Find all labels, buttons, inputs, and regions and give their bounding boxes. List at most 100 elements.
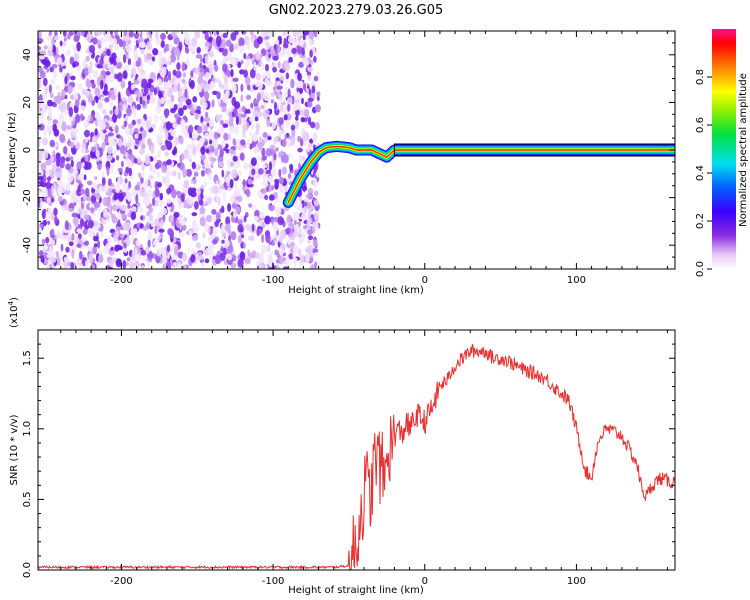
- noise-speck: [239, 251, 246, 261]
- noise-speck: [61, 101, 67, 111]
- noise-speck: [214, 131, 218, 140]
- noise-speck: [242, 242, 246, 249]
- noise-speck: [167, 55, 172, 66]
- noise-speck: [226, 181, 230, 187]
- noise-speck: [243, 215, 247, 223]
- noise-speck: [55, 96, 62, 105]
- noise-speck: [260, 104, 265, 110]
- noise-speck: [234, 57, 239, 62]
- noise-speck: [63, 40, 67, 47]
- noise-speck: [193, 200, 199, 210]
- noise-speck: [220, 84, 225, 90]
- noise-speck: [71, 233, 75, 241]
- noise-speck: [139, 96, 143, 105]
- noise-speck: [81, 88, 87, 96]
- noise-speck: [158, 50, 163, 60]
- noise-speck: [55, 250, 60, 259]
- noise-speck: [286, 227, 291, 235]
- noise-speck: [253, 173, 259, 179]
- noise-speck: [87, 161, 92, 170]
- noise-speck: [82, 228, 88, 235]
- noise-speck: [214, 254, 221, 265]
- noise-speck: [263, 101, 267, 108]
- noise-speck: [227, 254, 233, 261]
- noise-speck: [79, 250, 83, 260]
- noise-speck: [219, 148, 224, 158]
- noise-speck: [211, 243, 215, 250]
- noise-speck: [161, 165, 167, 174]
- noise-speck: [181, 61, 186, 72]
- noise-speck: [279, 247, 284, 257]
- noise-speck: [114, 31, 118, 37]
- noise-speck: [53, 182, 57, 190]
- noise-speck: [131, 232, 135, 242]
- noise-speck: [83, 215, 89, 220]
- noise-speck: [268, 161, 272, 171]
- noise-speck: [196, 125, 203, 134]
- noise-speck: [86, 196, 93, 202]
- noise-speck: [307, 244, 314, 254]
- noise-speck: [248, 203, 253, 208]
- noise-speck: [264, 215, 271, 225]
- noise-speck: [149, 207, 154, 213]
- noise-speck: [267, 244, 271, 253]
- noise-speck: [216, 218, 221, 223]
- noise-speck: [46, 67, 50, 73]
- noise-speck: [129, 262, 134, 269]
- noise-speck: [43, 128, 48, 136]
- noise-speck: [92, 71, 99, 79]
- noise-speck: [178, 199, 182, 205]
- noise-speck: [106, 48, 111, 57]
- noise-speck: [198, 199, 204, 206]
- noise-speck: [93, 201, 101, 208]
- noise-speck: [74, 233, 77, 242]
- noise-speck: [145, 120, 152, 130]
- noise-speck: [258, 195, 266, 200]
- noise-speck: [291, 128, 296, 138]
- noise-speck: [257, 36, 263, 45]
- colorbar-tick-label: 0.8: [695, 69, 706, 85]
- noise-speck: [288, 253, 294, 260]
- noise-speck: [173, 211, 180, 218]
- noise-speck: [42, 219, 47, 227]
- noise-speck: [244, 61, 249, 70]
- noise-speck: [150, 165, 157, 173]
- noise-speck: [181, 128, 186, 133]
- noise-speck: [232, 138, 236, 146]
- noise-speck: [142, 255, 148, 262]
- noise-speck: [212, 239, 218, 245]
- noise-speck: [218, 100, 221, 106]
- noise-speck: [241, 31, 246, 34]
- noise-speck: [192, 96, 198, 103]
- noise-speck: [306, 147, 311, 152]
- noise-speck: [215, 35, 222, 45]
- noise-speck: [261, 155, 267, 161]
- noise-speck: [104, 136, 108, 147]
- noise-speck: [260, 31, 267, 39]
- noise-speck: [198, 138, 204, 148]
- noise-speck: [157, 182, 162, 188]
- noise-speck: [211, 38, 216, 47]
- noise-speck: [172, 69, 177, 76]
- noise-speck: [123, 120, 128, 128]
- noise-speck: [204, 32, 209, 41]
- noise-speck: [117, 104, 122, 110]
- noise-speck: [86, 180, 93, 186]
- noise-speck: [127, 193, 132, 203]
- noise-speck: [262, 180, 269, 188]
- noise-speck: [203, 181, 208, 187]
- noise-speck: [255, 252, 260, 260]
- noise-speck: [50, 154, 54, 163]
- noise-speck: [128, 80, 132, 86]
- noise-speck: [109, 207, 113, 216]
- noise-speck: [199, 62, 203, 69]
- noise-speck: [233, 162, 240, 169]
- noise-speck: [283, 103, 286, 113]
- noise-speck: [141, 171, 145, 178]
- noise-speck: [42, 137, 48, 146]
- noise-speck: [164, 109, 169, 119]
- noise-speck: [187, 151, 192, 159]
- noise-speck: [118, 245, 123, 251]
- noise-speck: [146, 82, 152, 89]
- noise-speck: [239, 152, 245, 161]
